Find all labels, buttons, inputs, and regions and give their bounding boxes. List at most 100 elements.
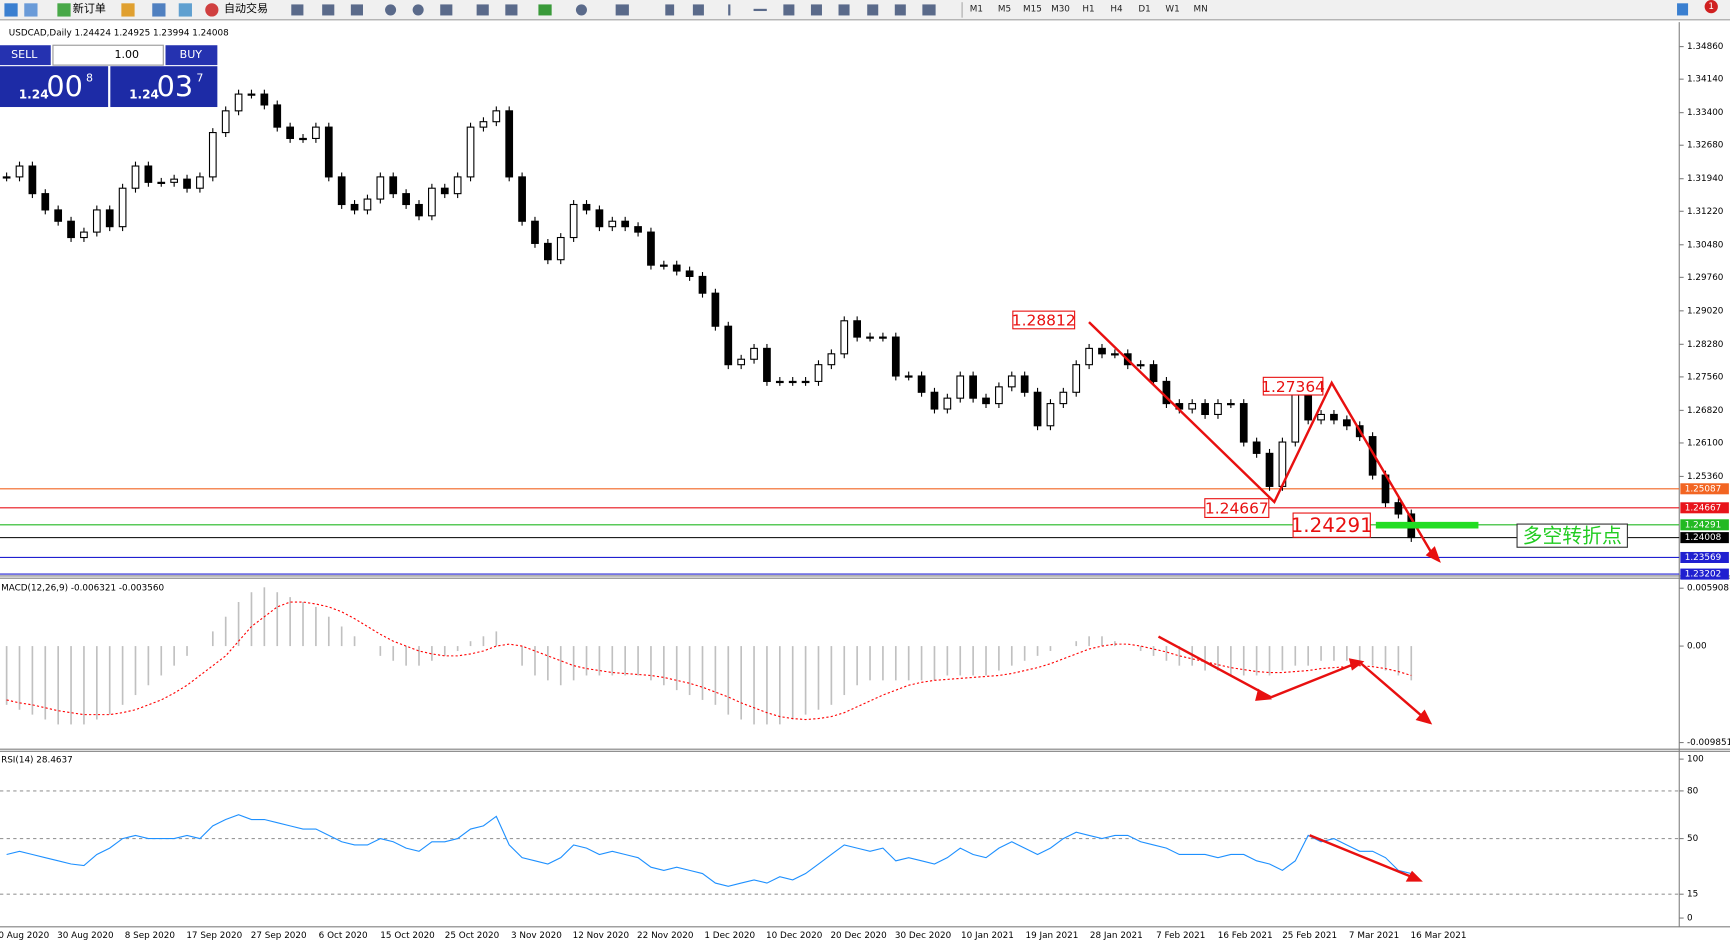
timeframe-button[interactable]: D1 bbox=[1138, 4, 1150, 14]
icon[interactable] bbox=[121, 3, 135, 17]
icon[interactable] bbox=[867, 4, 879, 16]
auto-trade-button[interactable]: 自动交易 bbox=[224, 1, 268, 15]
candle bbox=[1046, 403, 1055, 427]
y-tick-label: 1.29020 bbox=[1687, 306, 1724, 316]
icon[interactable] bbox=[692, 4, 704, 16]
candle bbox=[2, 176, 11, 179]
new-order-icon[interactable] bbox=[57, 3, 71, 17]
candle bbox=[891, 336, 900, 377]
icon[interactable] bbox=[894, 4, 906, 16]
rsi-arrow-line bbox=[1309, 834, 1413, 879]
price-level-label: 1.23569 bbox=[1685, 553, 1721, 563]
candle bbox=[917, 375, 926, 393]
annotation-box bbox=[1204, 498, 1270, 519]
icon[interactable] bbox=[385, 4, 397, 16]
buy-label: BUY bbox=[180, 48, 203, 61]
price-level-label: 1.24667 bbox=[1685, 503, 1721, 513]
candle bbox=[312, 126, 320, 139]
candle bbox=[1085, 347, 1093, 366]
icon[interactable] bbox=[412, 4, 424, 16]
icon[interactable] bbox=[575, 4, 587, 16]
candle bbox=[595, 209, 604, 228]
candle bbox=[801, 380, 810, 384]
x-tick-label: 16 Feb 2021 bbox=[1218, 931, 1273, 941]
chart-window bbox=[0, 22, 1730, 944]
icon[interactable] bbox=[505, 4, 518, 16]
y-tick-label: 0.00 bbox=[1687, 642, 1707, 652]
candle bbox=[337, 176, 346, 206]
price-level-label: 1.25087 bbox=[1685, 484, 1721, 494]
icon[interactable] bbox=[783, 4, 795, 16]
buy-button[interactable] bbox=[165, 45, 218, 66]
candle bbox=[183, 178, 191, 189]
timeframe-button[interactable]: M30 bbox=[1051, 4, 1070, 14]
lot-field[interactable] bbox=[52, 44, 164, 66]
indicator-line bbox=[6, 814, 1412, 887]
trend-arrows bbox=[1088, 321, 1441, 882]
icon[interactable] bbox=[440, 4, 453, 16]
timeframe-button[interactable]: MN bbox=[1194, 4, 1208, 14]
timeframe-button[interactable]: M1 bbox=[970, 4, 983, 14]
candle bbox=[672, 264, 681, 272]
y-tick-label: 50 bbox=[1687, 834, 1699, 844]
icon[interactable] bbox=[728, 4, 731, 16]
sell-button[interactable] bbox=[0, 45, 51, 66]
candle bbox=[286, 126, 294, 139]
timeframe-button[interactable]: M5 bbox=[998, 4, 1011, 14]
icon[interactable] bbox=[538, 4, 552, 16]
candle bbox=[415, 203, 423, 217]
new-order-button[interactable]: 新订单 bbox=[73, 1, 106, 15]
candle bbox=[904, 375, 913, 378]
candle bbox=[608, 220, 617, 228]
icon[interactable] bbox=[922, 4, 936, 16]
x-tick-label: 10 Jan 2021 bbox=[961, 931, 1014, 941]
candle bbox=[737, 358, 746, 366]
candle bbox=[879, 336, 887, 339]
icon[interactable] bbox=[665, 4, 675, 16]
icon[interactable] bbox=[838, 4, 850, 16]
x-tick-label: 7 Feb 2021 bbox=[1156, 931, 1205, 941]
x-tick-label: 7 Mar 2021 bbox=[1349, 931, 1399, 941]
candle bbox=[788, 380, 797, 384]
icon[interactable] bbox=[753, 8, 767, 12]
candle bbox=[428, 187, 436, 217]
candle bbox=[131, 165, 140, 189]
icon[interactable] bbox=[350, 4, 363, 16]
notification-badge[interactable] bbox=[1704, 0, 1718, 14]
timeframe-button[interactable]: H4 bbox=[1110, 4, 1123, 14]
timeframe-button[interactable]: W1 bbox=[1165, 4, 1179, 14]
y-tick-label: 0 bbox=[1687, 914, 1693, 924]
icon[interactable] bbox=[24, 3, 38, 17]
candle bbox=[376, 176, 385, 200]
annotation: 1.27364 bbox=[1261, 378, 1325, 396]
icon[interactable] bbox=[152, 3, 166, 17]
y-tick-label: 1.26820 bbox=[1687, 406, 1724, 416]
candle bbox=[80, 231, 88, 239]
icon[interactable] bbox=[4, 3, 18, 17]
icon[interactable] bbox=[178, 3, 192, 17]
timeframe-button[interactable]: H1 bbox=[1082, 4, 1094, 14]
arrow-head bbox=[1425, 546, 1441, 563]
search-icon[interactable] bbox=[1677, 3, 1689, 16]
y-tick-label: 1.33400 bbox=[1687, 108, 1724, 118]
candle bbox=[144, 165, 153, 183]
buy-price-box[interactable] bbox=[110, 66, 218, 108]
sell-price-box[interactable] bbox=[0, 66, 109, 108]
candle bbox=[556, 236, 565, 261]
auto-trade-icon[interactable] bbox=[205, 3, 219, 17]
annotation: 多空转折点 bbox=[1523, 524, 1622, 547]
timeframe-button[interactable]: M15 bbox=[1023, 4, 1042, 14]
candle bbox=[28, 165, 37, 195]
icon[interactable] bbox=[615, 4, 629, 16]
icon[interactable] bbox=[291, 4, 304, 16]
candle bbox=[531, 220, 539, 244]
chart-title: USDCAD,Daily 1.24424 1.24925 1.23994 1.2… bbox=[9, 29, 229, 39]
candle bbox=[943, 397, 952, 410]
candle bbox=[1188, 403, 1197, 410]
icon[interactable] bbox=[810, 4, 822, 16]
icon[interactable] bbox=[322, 4, 335, 16]
x-tick-label: 19 Jan 2021 bbox=[1025, 931, 1078, 941]
x-tick-label: 30 Aug 2020 bbox=[57, 931, 114, 941]
icon[interactable] bbox=[476, 4, 489, 16]
